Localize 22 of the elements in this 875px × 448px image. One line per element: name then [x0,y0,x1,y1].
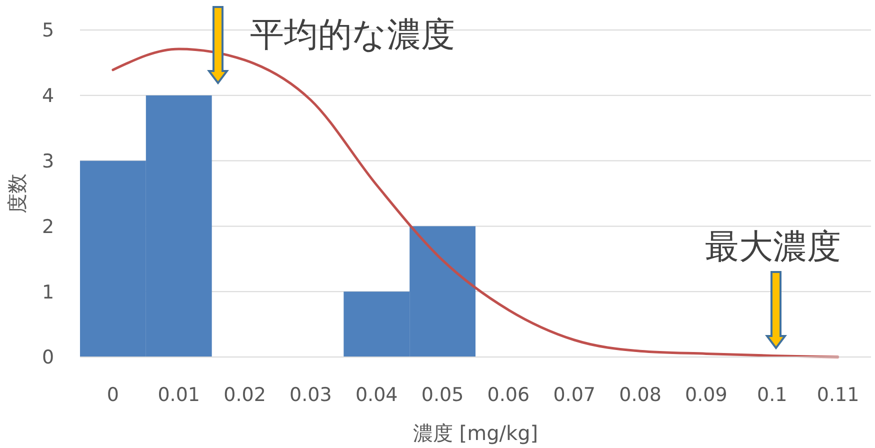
x-tick-label: 0.02 [224,384,266,406]
y-tick-label: 1 [42,281,54,304]
y-tick-label: 5 [42,20,54,42]
x-tick-label: 0.09 [685,384,728,406]
annotation: 最大濃度 [705,227,841,267]
x-tick-label: 0.04 [355,384,398,406]
x-tick-label: 0.11 [816,384,860,406]
x-tick-label: 0 [106,384,120,406]
x-tick-label: 0.08 [619,384,662,406]
x-tick-label: 0.07 [553,384,596,406]
x-tick-label: 0.1 [757,384,788,406]
y-axis-title: 度数 [5,174,29,214]
x-axis-title: 濃度 [mg/kg] [412,421,538,445]
x-tick-label: 0.01 [158,384,200,406]
x-tick-label: 0.06 [487,384,530,406]
y-tick-label: 3 [42,150,54,172]
x-tick-label: 0.05 [421,384,464,406]
y-tick-label: 0 [42,346,54,369]
y-tick-label: 4 [42,85,54,108]
x-tick-label: 0.03 [290,384,332,406]
annotation: 平均的な濃度 [250,15,455,55]
y-tick-label: 2 [42,216,54,238]
